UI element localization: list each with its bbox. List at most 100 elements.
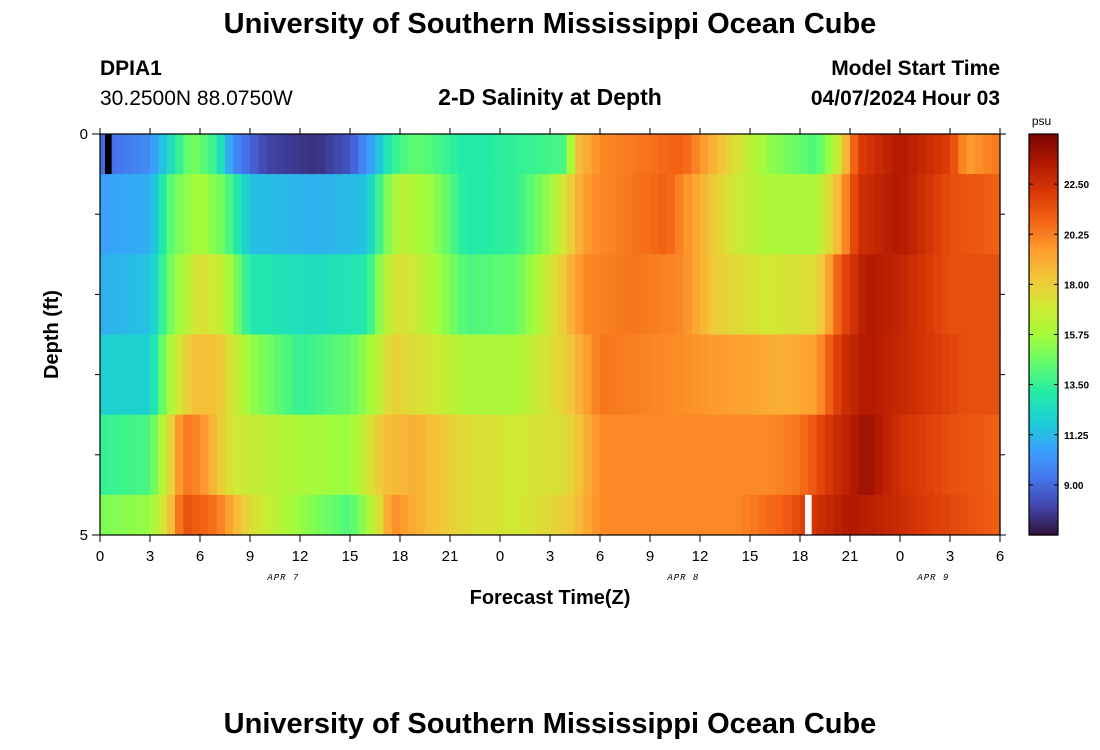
colorbar-strip [1029, 369, 1058, 373]
colorbar-strip [1029, 412, 1058, 416]
heatmap-cell [116, 494, 126, 536]
heatmap-cell [175, 254, 184, 335]
heatmap-cell [208, 414, 218, 496]
heatmap-cell [616, 334, 626, 416]
heatmap-cell [158, 494, 168, 536]
heatmap-cell [233, 334, 243, 416]
heatmap-cell [275, 414, 284, 496]
colorbar-strip [1029, 474, 1058, 478]
heatmap-cell [275, 494, 284, 536]
heatmap-cell [200, 174, 209, 255]
heatmap-cell [341, 254, 351, 335]
model-start-label: Model Start Time [831, 57, 1000, 80]
heatmap-cell [950, 254, 959, 335]
colorbar-strip [1029, 439, 1058, 443]
colorbar-strip [1029, 179, 1058, 183]
heatmap-cell [566, 414, 576, 496]
heatmap-cell [275, 174, 284, 255]
colorbar-strip [1029, 462, 1058, 466]
colorbar-strip [1029, 176, 1058, 180]
heatmap-cell [408, 414, 418, 496]
heatmap-cell [183, 134, 193, 175]
heatmap-cell [175, 414, 184, 496]
heatmap-cell [983, 414, 993, 496]
colorbar-strip [1029, 527, 1058, 531]
heatmap-cell [408, 334, 418, 416]
heatmap-cell [400, 494, 409, 536]
colorbar-strip [1029, 417, 1058, 421]
heatmap-cell [958, 174, 968, 255]
heatmap-cell [375, 494, 384, 536]
heatmap-cell [641, 414, 651, 496]
heatmap-cell [233, 174, 243, 255]
heatmap-cell [650, 414, 659, 496]
heatmap-cell [583, 134, 593, 175]
heatmap-cell [650, 334, 659, 416]
heatmap-cell [225, 334, 234, 416]
heatmap-cell [900, 254, 909, 335]
heatmap-cell [866, 414, 876, 496]
heatmap-cell [575, 254, 584, 335]
colorbar-strip [1029, 479, 1058, 483]
heatmap-cell [108, 254, 118, 335]
heatmap-cell [491, 494, 501, 536]
heatmap-cell [100, 174, 109, 255]
heatmap-cell [425, 254, 434, 335]
heatmap-cell [275, 334, 284, 416]
heatmap-cell [491, 334, 501, 416]
heatmap-cell [775, 174, 784, 255]
colorbar-strip [1029, 532, 1058, 536]
heatmap-cell [291, 334, 301, 416]
heatmap-cell [166, 414, 176, 496]
heatmap-cell [766, 134, 776, 175]
heatmap-cell [550, 334, 559, 416]
heatmap-cell [441, 174, 451, 255]
heatmap-cell [291, 174, 301, 255]
colorbar-strip [1029, 359, 1058, 363]
heatmap-cell [200, 334, 209, 416]
heatmap-cell [458, 174, 468, 255]
heatmap-cell [516, 174, 526, 255]
heatmap-cell [141, 414, 151, 496]
heatmap-cell [383, 134, 393, 175]
heatmap-cell [733, 174, 743, 255]
colorbar-strip [1029, 404, 1058, 408]
heatmap-cell [833, 174, 843, 255]
heatmap-cell [891, 174, 901, 255]
heatmap-cell [550, 134, 559, 175]
colorbar-strip [1029, 289, 1058, 293]
heatmap-cell [725, 334, 734, 416]
heatmap-cell [166, 134, 176, 175]
heatmap-cell [475, 334, 484, 416]
heatmap-cell [575, 414, 584, 496]
x-tick-label: 9 [246, 548, 254, 565]
heatmap-cell [366, 414, 376, 496]
heatmap-cell [883, 254, 893, 335]
heatmap-cell [775, 254, 784, 335]
heatmap-cell [700, 174, 709, 255]
colorbar-tick-label: 18.00 [1064, 280, 1089, 291]
heatmap-cell [750, 254, 759, 335]
heatmap-cell [283, 414, 293, 496]
heatmap-cell [691, 414, 701, 496]
heatmap-cell [958, 254, 968, 335]
heatmap-cell [641, 174, 651, 255]
heatmap-cell [200, 134, 209, 175]
heatmap-cell [891, 334, 901, 416]
x-tick-label: 18 [392, 548, 409, 565]
colorbar-strip [1029, 434, 1058, 438]
colorbar-strip [1029, 314, 1058, 318]
heatmap-cell [191, 134, 201, 175]
heatmap-cell [666, 174, 676, 255]
station-id: DPIA1 [100, 57, 162, 80]
heatmap-cell [608, 174, 618, 255]
colorbar-strip [1029, 407, 1058, 411]
colorbar-strip [1029, 184, 1058, 188]
heatmap-cell [416, 414, 426, 496]
heatmap-cell [941, 174, 951, 255]
heatmap-cell [266, 174, 276, 255]
heatmap-cell [500, 174, 509, 255]
heatmap-cell [900, 174, 909, 255]
heatmap-cell [183, 414, 193, 496]
heatmap-cell [133, 494, 143, 536]
